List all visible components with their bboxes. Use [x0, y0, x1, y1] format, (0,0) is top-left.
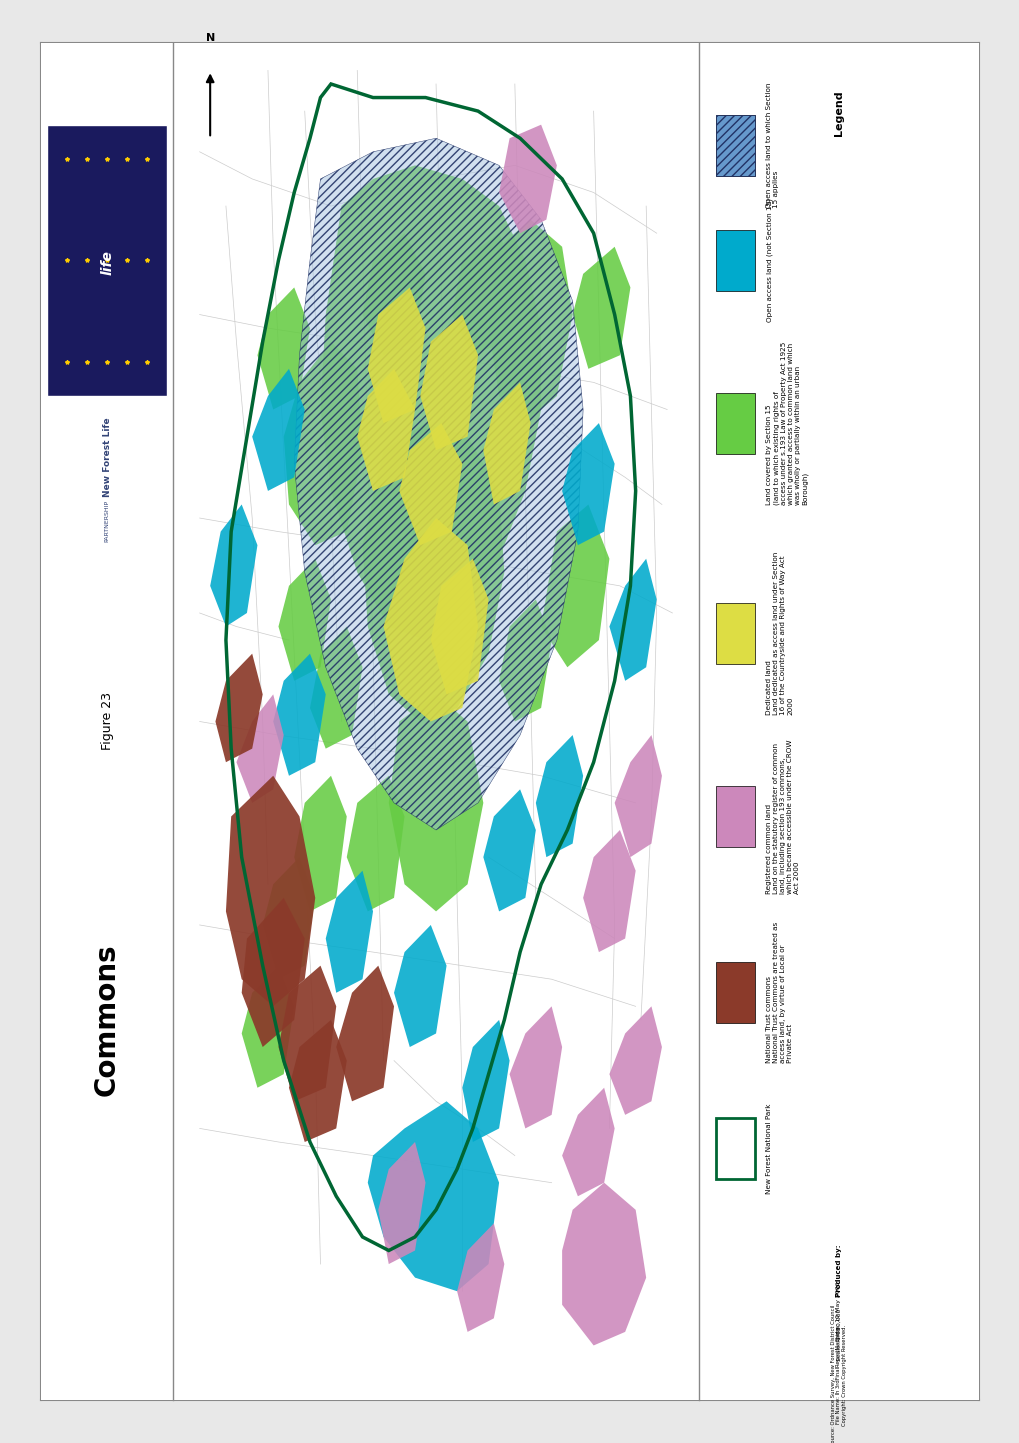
Polygon shape: [346, 776, 405, 912]
Polygon shape: [320, 166, 540, 641]
Text: Dedicated land
Land dedicated as access land under Section
16 of the Countryside: Dedicated land Land dedicated as access …: [765, 551, 792, 714]
Polygon shape: [483, 382, 530, 505]
Polygon shape: [430, 558, 488, 694]
Text: Legend: Legend: [834, 91, 843, 137]
Polygon shape: [498, 599, 551, 722]
FancyBboxPatch shape: [48, 124, 167, 395]
Text: N: N: [206, 33, 215, 43]
Text: National Trust commons
National Trust Commons are treated as
access land, by vir: National Trust commons National Trust Co…: [765, 922, 792, 1063]
Polygon shape: [293, 139, 583, 830]
Polygon shape: [278, 965, 336, 1101]
Text: Registered common land
Land on the statutory register of common
land, including : Registered common land Land on the statu…: [765, 739, 799, 893]
Polygon shape: [368, 287, 425, 423]
Polygon shape: [273, 654, 325, 776]
FancyBboxPatch shape: [715, 786, 754, 847]
FancyBboxPatch shape: [715, 114, 754, 176]
Polygon shape: [252, 369, 305, 491]
Polygon shape: [215, 654, 263, 762]
Polygon shape: [608, 1006, 661, 1115]
FancyBboxPatch shape: [715, 1118, 754, 1179]
FancyBboxPatch shape: [715, 603, 754, 664]
Polygon shape: [561, 1183, 646, 1345]
Polygon shape: [608, 558, 656, 681]
FancyBboxPatch shape: [715, 962, 754, 1023]
Polygon shape: [357, 369, 415, 491]
Polygon shape: [378, 1141, 425, 1264]
Polygon shape: [451, 234, 515, 355]
Polygon shape: [393, 925, 446, 1048]
Polygon shape: [288, 1020, 346, 1141]
Text: Figure 23: Figure 23: [101, 693, 113, 750]
Polygon shape: [510, 1006, 561, 1128]
Text: PARTNERSHIP: PARTNERSHIP: [105, 499, 109, 541]
Polygon shape: [263, 857, 315, 980]
Polygon shape: [336, 965, 393, 1101]
Polygon shape: [462, 1020, 510, 1141]
Text: life: life: [100, 251, 114, 276]
Polygon shape: [293, 776, 346, 912]
Polygon shape: [457, 1224, 503, 1332]
Polygon shape: [540, 505, 608, 667]
Polygon shape: [362, 423, 503, 722]
Text: Produced by:: Produced by:: [836, 1245, 841, 1297]
Polygon shape: [483, 789, 535, 912]
Text: Scale: 1:130,000: Scale: 1:130,000: [836, 1309, 841, 1361]
Polygon shape: [488, 219, 572, 423]
Polygon shape: [210, 505, 257, 626]
FancyBboxPatch shape: [715, 229, 754, 291]
Text: Land covered by Section 15
(land to which existing rights of
access under s.193 : Land covered by Section 15 (land to whic…: [765, 342, 807, 505]
Text: Open access land to which Section
15 applies: Open access land to which Section 15 app…: [765, 82, 779, 208]
Text: Open access land (not Section 15): Open access land (not Section 15): [765, 198, 771, 322]
Polygon shape: [242, 898, 305, 1048]
Text: New Forest National Park: New Forest National Park: [765, 1104, 771, 1193]
Polygon shape: [257, 287, 310, 410]
Text: New Forest Life: New Forest Life: [103, 417, 111, 496]
Polygon shape: [561, 423, 614, 545]
Polygon shape: [420, 315, 478, 450]
Text: Source: Ordnance Survey, New Forest District Council
File Name: lh 3rdFinalRepor: Source: Ordnance Survey, New Forest Dist…: [829, 1304, 847, 1443]
Polygon shape: [388, 694, 483, 912]
Polygon shape: [242, 965, 293, 1088]
FancyBboxPatch shape: [715, 392, 754, 453]
Polygon shape: [362, 234, 425, 355]
Polygon shape: [498, 124, 556, 234]
Polygon shape: [398, 423, 462, 545]
Polygon shape: [383, 518, 478, 722]
Polygon shape: [310, 626, 362, 749]
Polygon shape: [572, 247, 630, 369]
Polygon shape: [325, 870, 373, 993]
Polygon shape: [226, 776, 315, 1006]
Text: Date: 10 May 2006: Date: 10 May 2006: [836, 1281, 841, 1342]
Polygon shape: [614, 734, 661, 857]
Polygon shape: [583, 830, 635, 952]
Polygon shape: [236, 694, 283, 802]
Polygon shape: [283, 342, 362, 545]
Polygon shape: [561, 1088, 614, 1196]
Text: Commons: Commons: [93, 944, 121, 1097]
Polygon shape: [368, 1101, 498, 1291]
Polygon shape: [535, 734, 583, 857]
Polygon shape: [278, 558, 331, 681]
